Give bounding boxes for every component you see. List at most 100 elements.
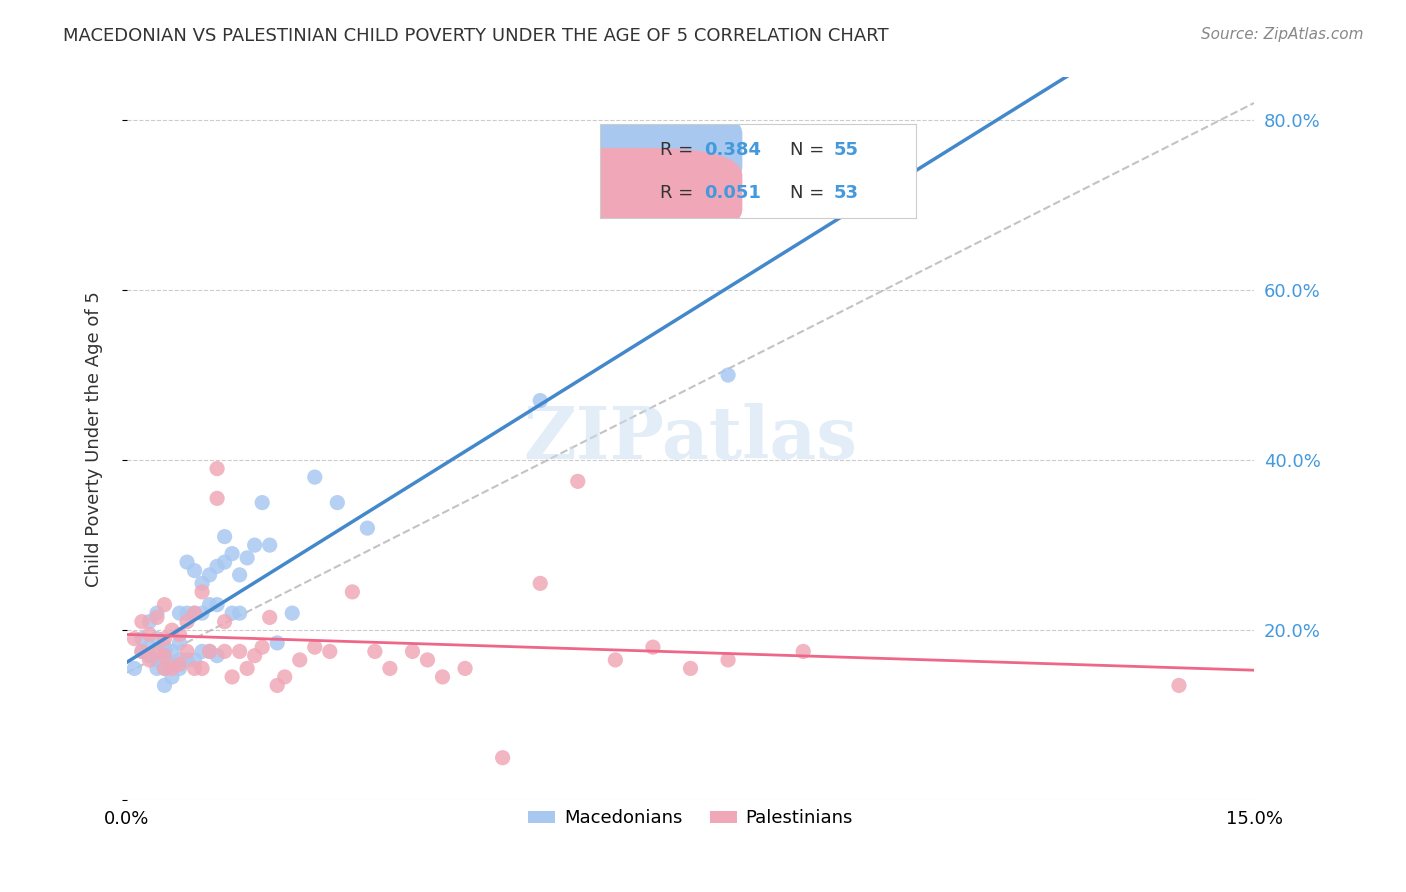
Point [191, 606, 214, 620]
Point [319, 644, 342, 658]
Point [228, 644, 250, 658]
Point [205, 648, 228, 663]
Point [378, 661, 401, 675]
Point [153, 640, 176, 655]
Point [432, 670, 454, 684]
Point [236, 550, 259, 565]
Point [266, 678, 288, 692]
Point [191, 644, 214, 658]
Point [529, 393, 551, 408]
Point [214, 615, 236, 629]
Point [221, 547, 243, 561]
Point [153, 644, 176, 658]
Point [416, 653, 439, 667]
Point [183, 564, 205, 578]
Point [221, 606, 243, 620]
Point [160, 661, 183, 675]
Point [491, 750, 513, 764]
Point [401, 644, 423, 658]
Text: MACEDONIAN VS PALESTINIAN CHILD POVERTY UNDER THE AGE OF 5 CORRELATION CHART: MACEDONIAN VS PALESTINIAN CHILD POVERTY … [63, 27, 889, 45]
Point [153, 678, 176, 692]
Point [205, 598, 228, 612]
Point [153, 632, 176, 646]
Point [717, 653, 740, 667]
Point [342, 585, 364, 599]
Legend: Macedonians, Palestinians: Macedonians, Palestinians [520, 802, 860, 835]
Point [250, 640, 273, 655]
Point [281, 606, 304, 620]
Point [205, 461, 228, 475]
Point [138, 653, 160, 667]
Point [131, 632, 153, 646]
Point [364, 644, 387, 658]
Point [243, 538, 266, 552]
Point [214, 555, 236, 569]
Point [288, 653, 311, 667]
Point [176, 644, 198, 658]
Point [214, 644, 236, 658]
Point [191, 661, 214, 675]
Point [641, 640, 664, 655]
Point [792, 644, 814, 658]
Point [169, 606, 191, 620]
Point [153, 648, 176, 663]
Point [146, 606, 169, 620]
Point [243, 648, 266, 663]
Point [259, 610, 281, 624]
Point [153, 653, 176, 667]
Point [183, 661, 205, 675]
Point [250, 495, 273, 509]
Point [529, 576, 551, 591]
Point [198, 567, 221, 582]
Point [356, 521, 378, 535]
Point [228, 567, 250, 582]
Point [160, 670, 183, 684]
Point [160, 644, 183, 658]
Point [169, 653, 191, 667]
Point [169, 636, 191, 650]
Point [183, 606, 205, 620]
Point [266, 636, 288, 650]
Point [191, 576, 214, 591]
Point [138, 627, 160, 641]
Point [605, 653, 627, 667]
Point [259, 538, 281, 552]
Point [124, 661, 146, 675]
Point [304, 470, 326, 484]
Point [138, 615, 160, 629]
Point [169, 661, 191, 675]
Point [1168, 678, 1191, 692]
Point [304, 640, 326, 655]
Point [454, 661, 477, 675]
Point [717, 368, 740, 382]
Point [138, 640, 160, 655]
Point [198, 644, 221, 658]
Text: ZIPatlas: ZIPatlas [523, 403, 858, 475]
Point [792, 189, 814, 203]
Point [131, 615, 153, 629]
Point [146, 632, 169, 646]
Point [198, 644, 221, 658]
Point [236, 661, 259, 675]
Point [198, 598, 221, 612]
Point [153, 661, 176, 675]
Point [146, 653, 169, 667]
Point [146, 610, 169, 624]
Point [169, 627, 191, 641]
Point [679, 661, 702, 675]
Point [176, 606, 198, 620]
Point [205, 559, 228, 574]
Text: Source: ZipAtlas.com: Source: ZipAtlas.com [1201, 27, 1364, 42]
Point [131, 644, 153, 658]
Point [183, 653, 205, 667]
Point [221, 670, 243, 684]
Y-axis label: Child Poverty Under the Age of 5: Child Poverty Under the Age of 5 [86, 291, 103, 587]
Point [274, 670, 297, 684]
Point [124, 632, 146, 646]
Point [138, 648, 160, 663]
Point [228, 606, 250, 620]
Point [131, 644, 153, 658]
Point [205, 491, 228, 506]
Point [146, 644, 169, 658]
Point [176, 555, 198, 569]
